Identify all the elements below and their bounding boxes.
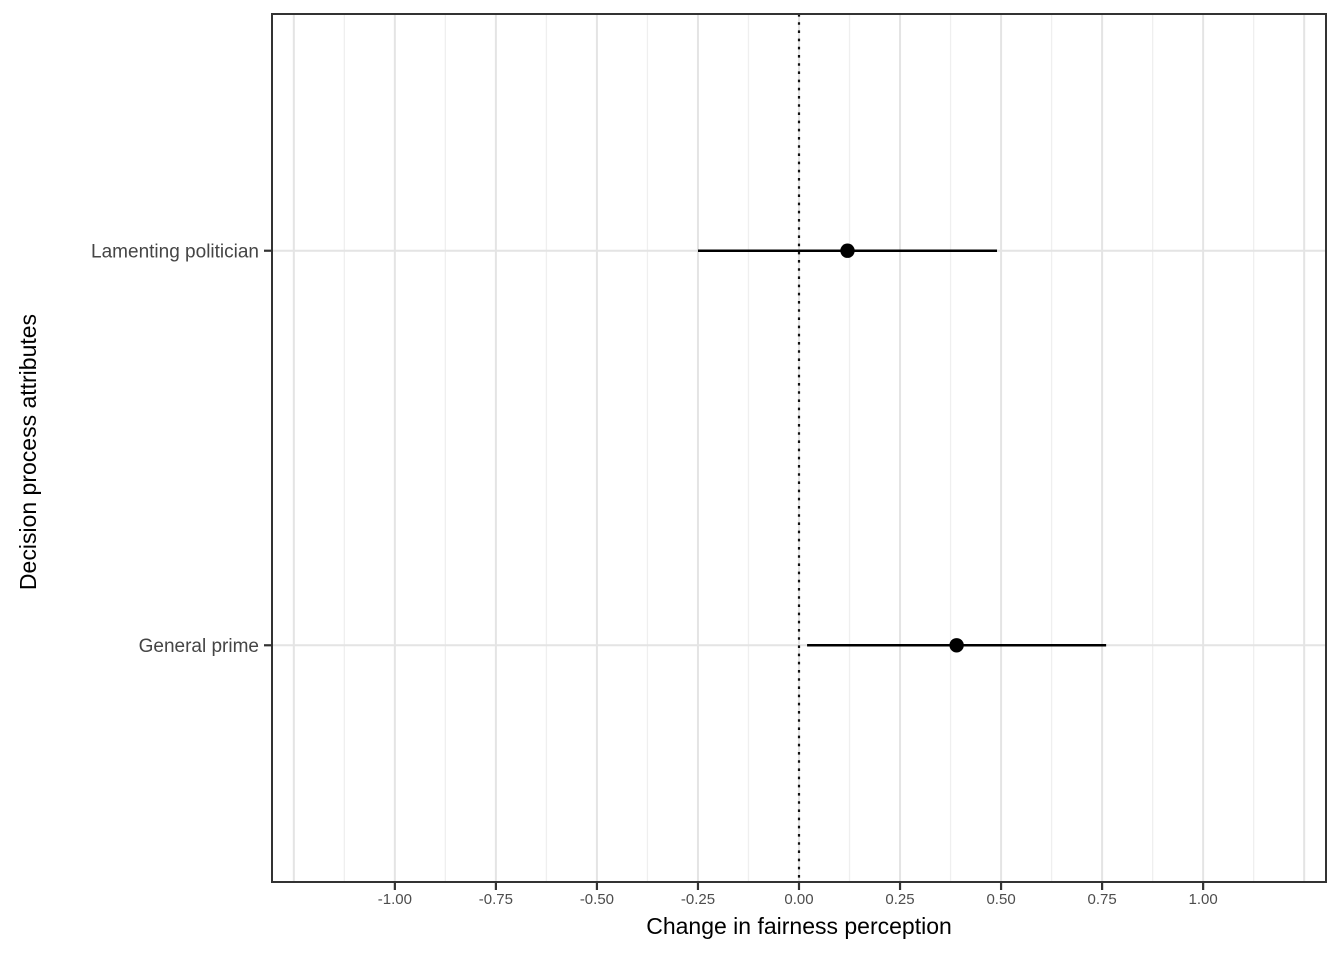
x-axis-tick-label: -0.50 bbox=[580, 891, 614, 908]
y-axis-category-label: Lamenting politician bbox=[91, 241, 259, 262]
point-estimate bbox=[840, 243, 855, 258]
x-axis-tick-label: 1.00 bbox=[1189, 891, 1218, 908]
y-axis-title: Decision process attributes bbox=[15, 313, 41, 591]
x-axis-tick-label: -1.00 bbox=[378, 891, 412, 908]
x-axis-title: Change in fairness perception bbox=[646, 913, 952, 939]
x-axis-tick-label: 0.00 bbox=[784, 891, 813, 908]
x-axis-tick-label: -0.25 bbox=[681, 891, 715, 908]
x-axis-tick-label: 0.75 bbox=[1088, 891, 1117, 908]
y-axis-category-label: General prime bbox=[139, 636, 259, 657]
x-axis-tick-label: 0.25 bbox=[885, 891, 914, 908]
point-estimate bbox=[949, 638, 964, 653]
x-axis-tick-label: 0.50 bbox=[986, 891, 1015, 908]
x-axis-tick-label: -0.75 bbox=[479, 891, 513, 908]
